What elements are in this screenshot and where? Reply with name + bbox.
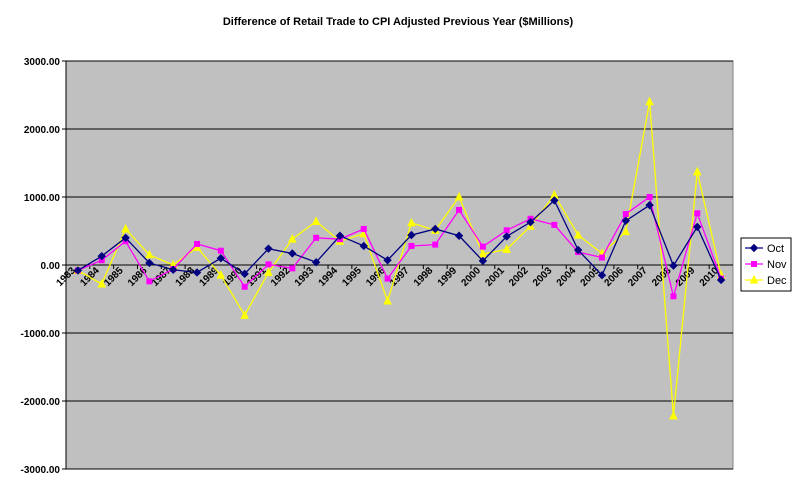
- data-point-oct: [288, 249, 297, 258]
- data-point-dec: [669, 410, 678, 420]
- y-tick-label: 3000.00: [24, 57, 61, 68]
- data-point-nov: [313, 234, 320, 241]
- data-point-nov: [479, 243, 486, 250]
- data-point-oct: [240, 269, 249, 279]
- data-point-nov: [289, 265, 296, 272]
- data-point-dec: [240, 310, 249, 319]
- data-point-nov: [622, 211, 629, 217]
- data-point-nov: [194, 240, 201, 247]
- y-tick-label: -3000.00: [21, 465, 61, 476]
- gridlines: [66, 60, 733, 470]
- data-point-nov: [694, 210, 701, 217]
- data-point-oct: [550, 196, 559, 205]
- data-point-dec: [145, 249, 154, 259]
- series-line-oct: [77, 199, 722, 281]
- y-tick-label: 2000.00: [24, 125, 61, 136]
- data-point-dec: [502, 244, 512, 253]
- data-point-nov: [241, 283, 248, 290]
- data-point-oct: [168, 265, 178, 274]
- data-point-oct: [669, 261, 678, 270]
- data-point-oct: [478, 256, 488, 266]
- data-point-nov: [360, 225, 367, 232]
- data-point-dec: [216, 270, 226, 279]
- legend-marker-oct: [749, 243, 759, 253]
- data-point-oct: [264, 244, 273, 253]
- data-point-nov: [456, 206, 463, 213]
- data-point-oct: [335, 231, 345, 240]
- legend-label-nov: Nov: [767, 259, 787, 271]
- data-point-oct: [573, 245, 583, 255]
- data-point-oct: [383, 256, 392, 265]
- data-point-dec: [454, 191, 464, 201]
- data-point-oct: [693, 222, 702, 232]
- data-point-dec: [621, 226, 631, 236]
- data-point-oct: [621, 216, 631, 226]
- chart-title: Difference of Retail Trade to CPI Adjust…: [223, 16, 574, 28]
- y-tick-label: 1000.00: [24, 193, 61, 204]
- data-point-oct: [716, 275, 726, 285]
- data-point-oct: [645, 200, 654, 210]
- data-point-dec: [97, 278, 107, 288]
- legend-label-oct: Oct: [767, 243, 784, 255]
- data-point-oct: [216, 253, 226, 263]
- series-oct: [73, 196, 726, 285]
- data-point-oct: [454, 231, 464, 240]
- data-point-dec: [383, 295, 392, 305]
- data-point-nov: [146, 278, 153, 285]
- data-point-oct: [121, 233, 130, 243]
- data-point-oct: [526, 217, 535, 227]
- legend-marker-nov: [751, 261, 757, 267]
- data-point-oct: [359, 241, 368, 251]
- y-tick-label: -1000.00: [21, 329, 61, 340]
- data-point-nov: [432, 241, 439, 248]
- data-point-nov: [598, 254, 605, 261]
- data-point-dec: [287, 234, 297, 243]
- data-point-oct: [407, 230, 416, 240]
- data-point-nov: [503, 227, 510, 234]
- data-point-dec: [645, 96, 654, 106]
- data-point-dec: [121, 223, 130, 233]
- data-point-oct: [597, 270, 607, 280]
- data-point-nov: [217, 247, 224, 254]
- data-point-nov: [384, 275, 391, 282]
- y-tick-label: 0.00: [41, 261, 61, 272]
- y-tick-label: -2000.00: [21, 397, 61, 408]
- data-point-oct: [311, 258, 321, 267]
- legend: Oct Nov Dec: [740, 237, 792, 292]
- data-point-nov: [408, 242, 415, 249]
- data-point-oct: [145, 258, 154, 268]
- series-line-nov: [77, 195, 722, 299]
- data-point-nov: [551, 221, 558, 228]
- data-point-dec: [311, 216, 321, 225]
- data-point-dec: [407, 217, 416, 227]
- data-point-dec: [573, 229, 583, 239]
- data-point-oct: [431, 224, 440, 234]
- data-point-oct: [97, 251, 106, 261]
- legend-marker-dec: [749, 274, 759, 284]
- data-point-oct: [192, 268, 202, 277]
- data-point-dec: [264, 267, 273, 276]
- data-point-nov: [646, 194, 653, 200]
- data-point-oct: [502, 232, 511, 241]
- data-point-nov: [670, 293, 677, 300]
- series-layer: [73, 96, 726, 420]
- data-point-nov: [265, 261, 272, 268]
- data-point-dec: [692, 166, 702, 176]
- y-axis: 3000.00 2000.00 1000.00 0.00 -1000.00 -2000.0…: [21, 57, 67, 476]
- legend-label-dec: Dec: [767, 275, 787, 287]
- data-point-oct: [73, 266, 83, 275]
